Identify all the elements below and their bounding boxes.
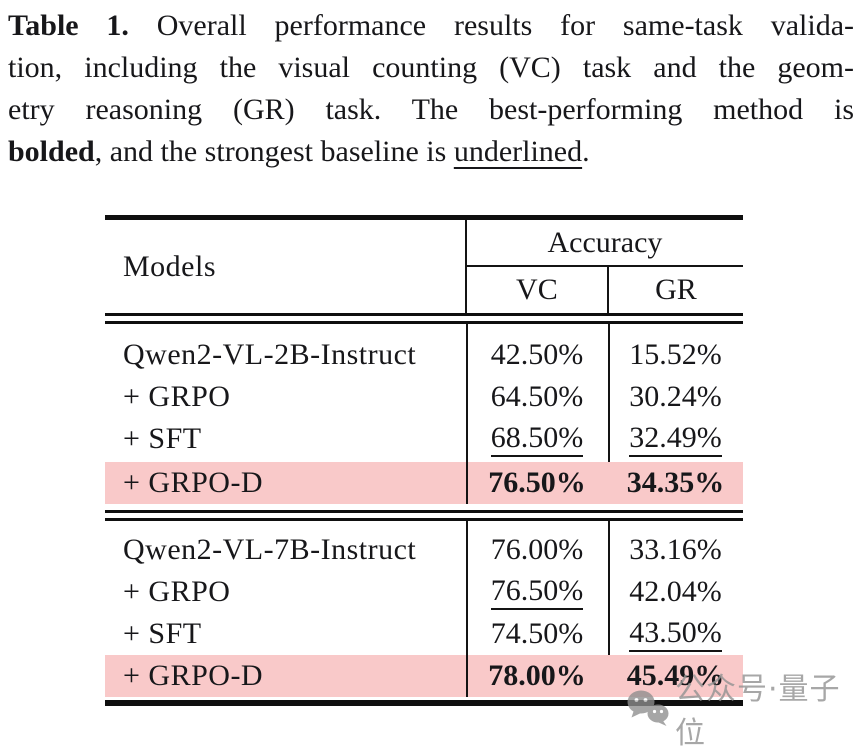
model-name-cell: Qwen2-VL-7B-Instruct bbox=[123, 533, 417, 566]
caption-bolded-word: bolded bbox=[8, 135, 95, 168]
vc-value-cell: 76.50% bbox=[466, 574, 608, 611]
model-name-cell: + SFT bbox=[123, 422, 202, 455]
vc-value-cell: 74.50% bbox=[490, 617, 584, 650]
vc-value-cell: 64.50% bbox=[490, 380, 584, 413]
model-name-cell: Qwen2-VL-2B-Instruct bbox=[123, 338, 417, 371]
vc-value-cell: 78.00% bbox=[488, 659, 586, 692]
vc-value-cell: 76.50% bbox=[488, 466, 586, 499]
caption-line-1: Table 1. Overall performance results for… bbox=[8, 5, 854, 47]
gr-value-cell: 32.49% bbox=[608, 421, 743, 458]
block-separator-double-rule bbox=[105, 510, 743, 521]
table-row-highlighted: + GRPO-D 76.50% 34.35% bbox=[105, 462, 743, 504]
watermark-text: 公众号·量子位 bbox=[675, 672, 841, 751]
gr-value-cell: 33.16% bbox=[629, 533, 722, 566]
caption-underlined-word: underlined bbox=[453, 135, 583, 168]
gr-value-cell: 43.50% bbox=[608, 616, 743, 653]
caption-line-4-period: . bbox=[582, 135, 590, 168]
table-bottom-rule bbox=[105, 700, 743, 706]
caption-table-label: Table 1. bbox=[8, 9, 129, 42]
model-name-cell: + GRPO bbox=[123, 380, 231, 413]
table-header: Models Accuracy VC GR bbox=[105, 220, 743, 313]
vc-gr-divider bbox=[608, 324, 610, 462]
gr-value-cell: 15.52% bbox=[629, 338, 722, 371]
model-name-cell: + GRPO-D bbox=[123, 659, 264, 692]
results-table: Models Accuracy VC GR Qwen2-VL-2B-Instru… bbox=[105, 215, 743, 706]
model-name-cell: + GRPO-D bbox=[123, 466, 264, 499]
gr-value-cell: 30.24% bbox=[629, 380, 722, 413]
model-name-cell: + SFT bbox=[123, 617, 202, 650]
caption-line-3: etry reasoning (GR) task. The best-perfo… bbox=[8, 93, 854, 126]
header-gr: GR bbox=[606, 267, 743, 313]
caption-line-2: tion, including the visual counting (VC)… bbox=[8, 51, 854, 84]
header-vc: VC bbox=[516, 273, 558, 306]
vc-value-cell: 42.50% bbox=[490, 338, 584, 371]
header-models: Models bbox=[123, 249, 216, 283]
caption-line-4-mid: , and the strongest baseline is bbox=[94, 135, 454, 168]
models-accuracy-divider bbox=[466, 521, 468, 697]
table-row: + GRPO 76.50% 42.04% bbox=[105, 571, 743, 613]
header-separator-double-rule bbox=[105, 313, 743, 324]
table-row: + GRPO 64.50% 30.24% bbox=[105, 376, 743, 418]
header-accuracy-group: Accuracy VC GR bbox=[464, 220, 743, 313]
header-accuracy: Accuracy bbox=[547, 225, 663, 259]
gr-value-cell: 45.49% bbox=[626, 659, 725, 692]
table-row: + SFT 74.50% 43.50% bbox=[105, 613, 743, 655]
vc-gr-divider bbox=[608, 521, 610, 655]
table-row: + SFT 68.50% 32.49% bbox=[105, 418, 743, 460]
header-subcolumns: VC GR bbox=[467, 267, 743, 313]
gr-value-cell: 34.35% bbox=[626, 466, 725, 499]
qbitai-watermark: 公众号·量子位 bbox=[626, 664, 861, 752]
table-block-7b: Qwen2-VL-7B-Instruct 76.00% 33.16% + GRP… bbox=[105, 521, 743, 697]
models-accuracy-divider bbox=[466, 324, 468, 504]
vc-value-cell: 68.50% bbox=[466, 421, 608, 458]
table-row-highlighted: + GRPO-D 78.00% 45.49% bbox=[105, 655, 743, 697]
table-row: Qwen2-VL-2B-Instruct 42.50% 15.52% bbox=[105, 334, 743, 376]
vc-value-cell: 76.00% bbox=[490, 533, 584, 566]
accuracy-underline-rule bbox=[466, 265, 743, 267]
table-row: Qwen2-VL-7B-Instruct 76.00% 33.16% bbox=[105, 529, 743, 571]
gr-value-cell: 42.04% bbox=[629, 575, 722, 608]
caption-line-1-text: Overall performance results for same-tas… bbox=[128, 9, 855, 42]
wechat-bubbles-icon bbox=[627, 690, 669, 726]
caption-line-4: bolded, and the strongest baseline is un… bbox=[8, 131, 854, 173]
table-block-2b: Qwen2-VL-2B-Instruct 42.50% 15.52% + GRP… bbox=[105, 324, 743, 504]
table-caption: Table 1. Overall performance results for… bbox=[8, 5, 854, 173]
model-name-cell: + GRPO bbox=[123, 575, 231, 608]
table-top-rule bbox=[105, 215, 743, 220]
